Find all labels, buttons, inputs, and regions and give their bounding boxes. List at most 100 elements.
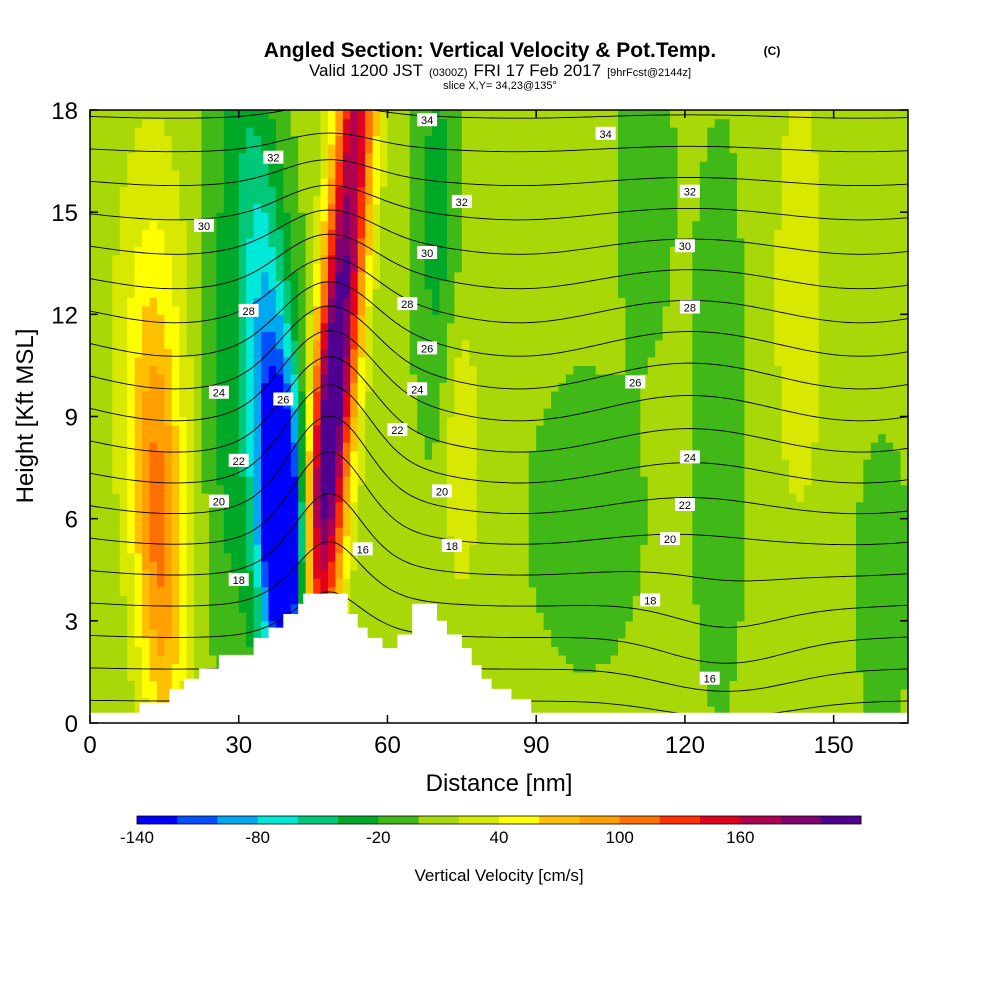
velocity-cell xyxy=(565,382,574,392)
velocity-cell xyxy=(461,382,470,392)
velocity-cell xyxy=(551,680,560,690)
velocity-cell xyxy=(543,135,552,145)
velocity-cell xyxy=(424,467,433,477)
velocity-cell xyxy=(595,688,604,699)
velocity-cell xyxy=(357,595,366,605)
velocity-cell xyxy=(565,620,574,630)
velocity-cell xyxy=(194,212,203,222)
velocity-cell xyxy=(216,459,225,469)
velocity-cell xyxy=(484,339,493,349)
velocity-cell xyxy=(387,484,396,494)
velocity-cell xyxy=(97,620,106,630)
velocity-cell xyxy=(283,169,292,179)
velocity-cell xyxy=(513,527,522,537)
velocity-cell xyxy=(580,646,589,656)
velocity-cell xyxy=(580,246,589,256)
velocity-cell xyxy=(469,637,478,647)
velocity-cell xyxy=(476,416,485,426)
velocity-cell xyxy=(298,501,307,511)
velocity-cell xyxy=(246,365,255,375)
velocity-cell xyxy=(446,254,455,264)
velocity-cell xyxy=(491,578,500,588)
velocity-cell xyxy=(142,544,151,554)
velocity-cell xyxy=(201,603,210,613)
velocity-cell xyxy=(156,688,165,699)
velocity-cell xyxy=(342,535,351,545)
velocity-cell xyxy=(446,552,455,562)
velocity-cell xyxy=(417,152,426,162)
velocity-cell xyxy=(551,118,560,128)
velocity-cell xyxy=(536,552,545,562)
velocity-cell xyxy=(580,237,589,247)
velocity-cell xyxy=(194,646,203,656)
velocity-cell xyxy=(201,263,210,273)
velocity-cell xyxy=(253,297,262,307)
velocity-cell xyxy=(387,135,396,145)
velocity-cell xyxy=(268,493,277,503)
velocity-cell xyxy=(558,518,567,528)
velocity-cell xyxy=(469,203,478,213)
velocity-cell xyxy=(580,348,589,358)
velocity-cell xyxy=(439,493,448,503)
velocity-cell xyxy=(439,365,448,375)
velocity-cell xyxy=(446,586,455,596)
velocity-cell xyxy=(298,161,307,171)
velocity-cell xyxy=(499,501,508,511)
velocity-cell xyxy=(305,331,314,341)
velocity-cell xyxy=(327,552,336,562)
velocity-cell xyxy=(119,484,128,494)
velocity-cell xyxy=(208,586,218,596)
velocity-cell xyxy=(112,569,121,579)
velocity-cell xyxy=(439,578,448,588)
velocity-cell xyxy=(313,586,322,596)
velocity-cell xyxy=(119,654,128,664)
velocity-cell xyxy=(164,305,173,315)
velocity-cell xyxy=(305,493,314,503)
velocity-cell xyxy=(528,110,537,120)
velocity-cell xyxy=(484,501,493,511)
velocity-cell xyxy=(171,263,180,273)
velocity-cell xyxy=(513,433,522,443)
velocity-cell xyxy=(194,186,203,196)
velocity-cell xyxy=(261,501,270,511)
velocity-cell xyxy=(424,331,433,341)
velocity-cell xyxy=(439,459,448,469)
velocity-cell xyxy=(320,271,329,281)
velocity-cell xyxy=(513,280,522,290)
velocity-cell xyxy=(588,501,597,511)
velocity-cell xyxy=(231,637,240,647)
velocity-cell xyxy=(179,680,188,690)
velocity-cell xyxy=(313,501,322,511)
velocity-cell xyxy=(506,144,515,154)
velocity-cell xyxy=(246,442,255,452)
velocity-cell xyxy=(513,629,522,639)
velocity-cell xyxy=(97,118,106,128)
velocity-cell xyxy=(409,186,418,196)
velocity-cell xyxy=(588,288,597,298)
velocity-cell xyxy=(454,476,463,486)
velocity-cell xyxy=(320,322,329,332)
velocity-cell xyxy=(201,280,210,290)
velocity-cell xyxy=(402,152,411,162)
velocity-cell xyxy=(476,118,485,128)
velocity-cell xyxy=(595,229,604,239)
velocity-cell xyxy=(521,280,530,290)
velocity-cell xyxy=(313,518,322,528)
velocity-cell xyxy=(112,280,121,290)
velocity-cell xyxy=(603,595,612,605)
velocity-cell xyxy=(342,135,351,145)
velocity-cell xyxy=(595,476,604,486)
velocity-cell xyxy=(194,118,203,128)
velocity-cell xyxy=(149,467,158,477)
velocity-cell xyxy=(171,646,180,656)
velocity-cell xyxy=(156,501,165,511)
velocity-cell xyxy=(142,144,151,154)
velocity-cell xyxy=(268,476,277,486)
velocity-cell xyxy=(90,382,99,392)
velocity-cell xyxy=(342,254,351,264)
velocity-cell xyxy=(327,561,336,571)
velocity-cell xyxy=(588,705,597,716)
velocity-cell xyxy=(499,425,508,435)
velocity-cell xyxy=(380,322,389,332)
velocity-cell xyxy=(261,467,270,477)
